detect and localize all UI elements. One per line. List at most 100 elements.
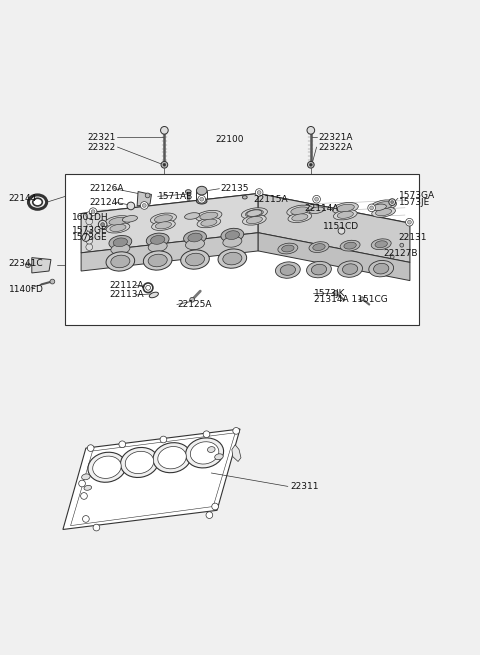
Circle shape xyxy=(408,220,411,224)
Ellipse shape xyxy=(146,233,169,247)
Ellipse shape xyxy=(180,250,209,269)
Polygon shape xyxy=(232,445,241,462)
Ellipse shape xyxy=(110,225,126,231)
Ellipse shape xyxy=(218,249,247,268)
Circle shape xyxy=(161,161,168,168)
Ellipse shape xyxy=(374,202,393,210)
Ellipse shape xyxy=(371,200,396,211)
Text: 1601DH: 1601DH xyxy=(72,213,108,222)
Circle shape xyxy=(143,204,146,208)
Text: 22126A: 22126A xyxy=(89,184,124,193)
Text: 22100: 22100 xyxy=(215,135,244,144)
Circle shape xyxy=(141,202,148,210)
Ellipse shape xyxy=(151,236,165,244)
Ellipse shape xyxy=(196,198,207,204)
Circle shape xyxy=(91,210,95,214)
Circle shape xyxy=(79,480,85,487)
Circle shape xyxy=(86,218,93,225)
Circle shape xyxy=(25,263,30,268)
Ellipse shape xyxy=(113,238,128,247)
Ellipse shape xyxy=(278,243,298,254)
Circle shape xyxy=(86,212,93,218)
Ellipse shape xyxy=(196,210,222,221)
Ellipse shape xyxy=(150,213,177,224)
Ellipse shape xyxy=(287,205,313,216)
Circle shape xyxy=(212,503,218,510)
Circle shape xyxy=(127,202,135,210)
Circle shape xyxy=(389,198,396,206)
Circle shape xyxy=(307,126,315,134)
Polygon shape xyxy=(258,233,410,280)
Ellipse shape xyxy=(221,229,244,242)
Circle shape xyxy=(390,255,394,259)
Circle shape xyxy=(89,208,97,215)
Circle shape xyxy=(233,428,240,434)
Ellipse shape xyxy=(158,447,186,469)
Ellipse shape xyxy=(111,244,130,254)
Ellipse shape xyxy=(312,264,326,275)
Circle shape xyxy=(86,225,93,231)
Ellipse shape xyxy=(153,443,191,473)
Circle shape xyxy=(370,206,373,210)
Circle shape xyxy=(163,163,166,166)
Text: 22124C: 22124C xyxy=(89,198,124,206)
Ellipse shape xyxy=(369,261,394,277)
Text: 22125A: 22125A xyxy=(178,300,212,309)
Circle shape xyxy=(391,200,394,204)
Circle shape xyxy=(257,191,261,195)
Text: 22115A: 22115A xyxy=(253,195,288,204)
Ellipse shape xyxy=(282,245,294,252)
Ellipse shape xyxy=(375,241,387,248)
Ellipse shape xyxy=(245,210,264,217)
Ellipse shape xyxy=(223,252,242,265)
Ellipse shape xyxy=(340,240,360,251)
Ellipse shape xyxy=(105,215,131,227)
Ellipse shape xyxy=(144,251,172,270)
Ellipse shape xyxy=(109,217,127,225)
Text: 22311: 22311 xyxy=(290,482,319,491)
Ellipse shape xyxy=(313,244,325,250)
Ellipse shape xyxy=(241,208,267,219)
Ellipse shape xyxy=(247,210,262,216)
Text: 21314A 1151CG: 21314A 1151CG xyxy=(314,295,388,304)
Ellipse shape xyxy=(332,202,359,214)
Polygon shape xyxy=(81,233,258,271)
Circle shape xyxy=(333,291,338,295)
Polygon shape xyxy=(81,193,410,243)
Ellipse shape xyxy=(33,198,42,206)
Text: 1573GA: 1573GA xyxy=(399,191,435,200)
Ellipse shape xyxy=(186,438,224,468)
Ellipse shape xyxy=(215,454,223,460)
Ellipse shape xyxy=(372,207,396,217)
Ellipse shape xyxy=(201,219,217,226)
Circle shape xyxy=(198,195,205,203)
Ellipse shape xyxy=(109,236,132,249)
Ellipse shape xyxy=(375,208,392,215)
Text: 22114A: 22114A xyxy=(304,204,338,214)
Ellipse shape xyxy=(82,474,90,479)
Ellipse shape xyxy=(246,217,263,223)
Circle shape xyxy=(146,286,151,290)
Circle shape xyxy=(119,441,126,447)
Ellipse shape xyxy=(183,231,206,244)
Ellipse shape xyxy=(200,212,218,220)
Polygon shape xyxy=(137,191,152,206)
Circle shape xyxy=(82,234,90,241)
Ellipse shape xyxy=(373,263,389,274)
Ellipse shape xyxy=(242,215,266,225)
Text: 22113A: 22113A xyxy=(110,290,144,299)
Circle shape xyxy=(338,227,345,234)
Ellipse shape xyxy=(288,212,312,223)
Ellipse shape xyxy=(336,204,354,212)
Ellipse shape xyxy=(111,255,130,268)
Ellipse shape xyxy=(280,265,296,275)
Polygon shape xyxy=(258,193,410,263)
Ellipse shape xyxy=(120,447,158,477)
Circle shape xyxy=(86,231,93,238)
Circle shape xyxy=(206,512,213,519)
Ellipse shape xyxy=(106,252,135,271)
Circle shape xyxy=(50,279,55,284)
Text: 1573JE: 1573JE xyxy=(399,198,431,206)
Ellipse shape xyxy=(84,485,92,491)
Ellipse shape xyxy=(223,236,242,247)
